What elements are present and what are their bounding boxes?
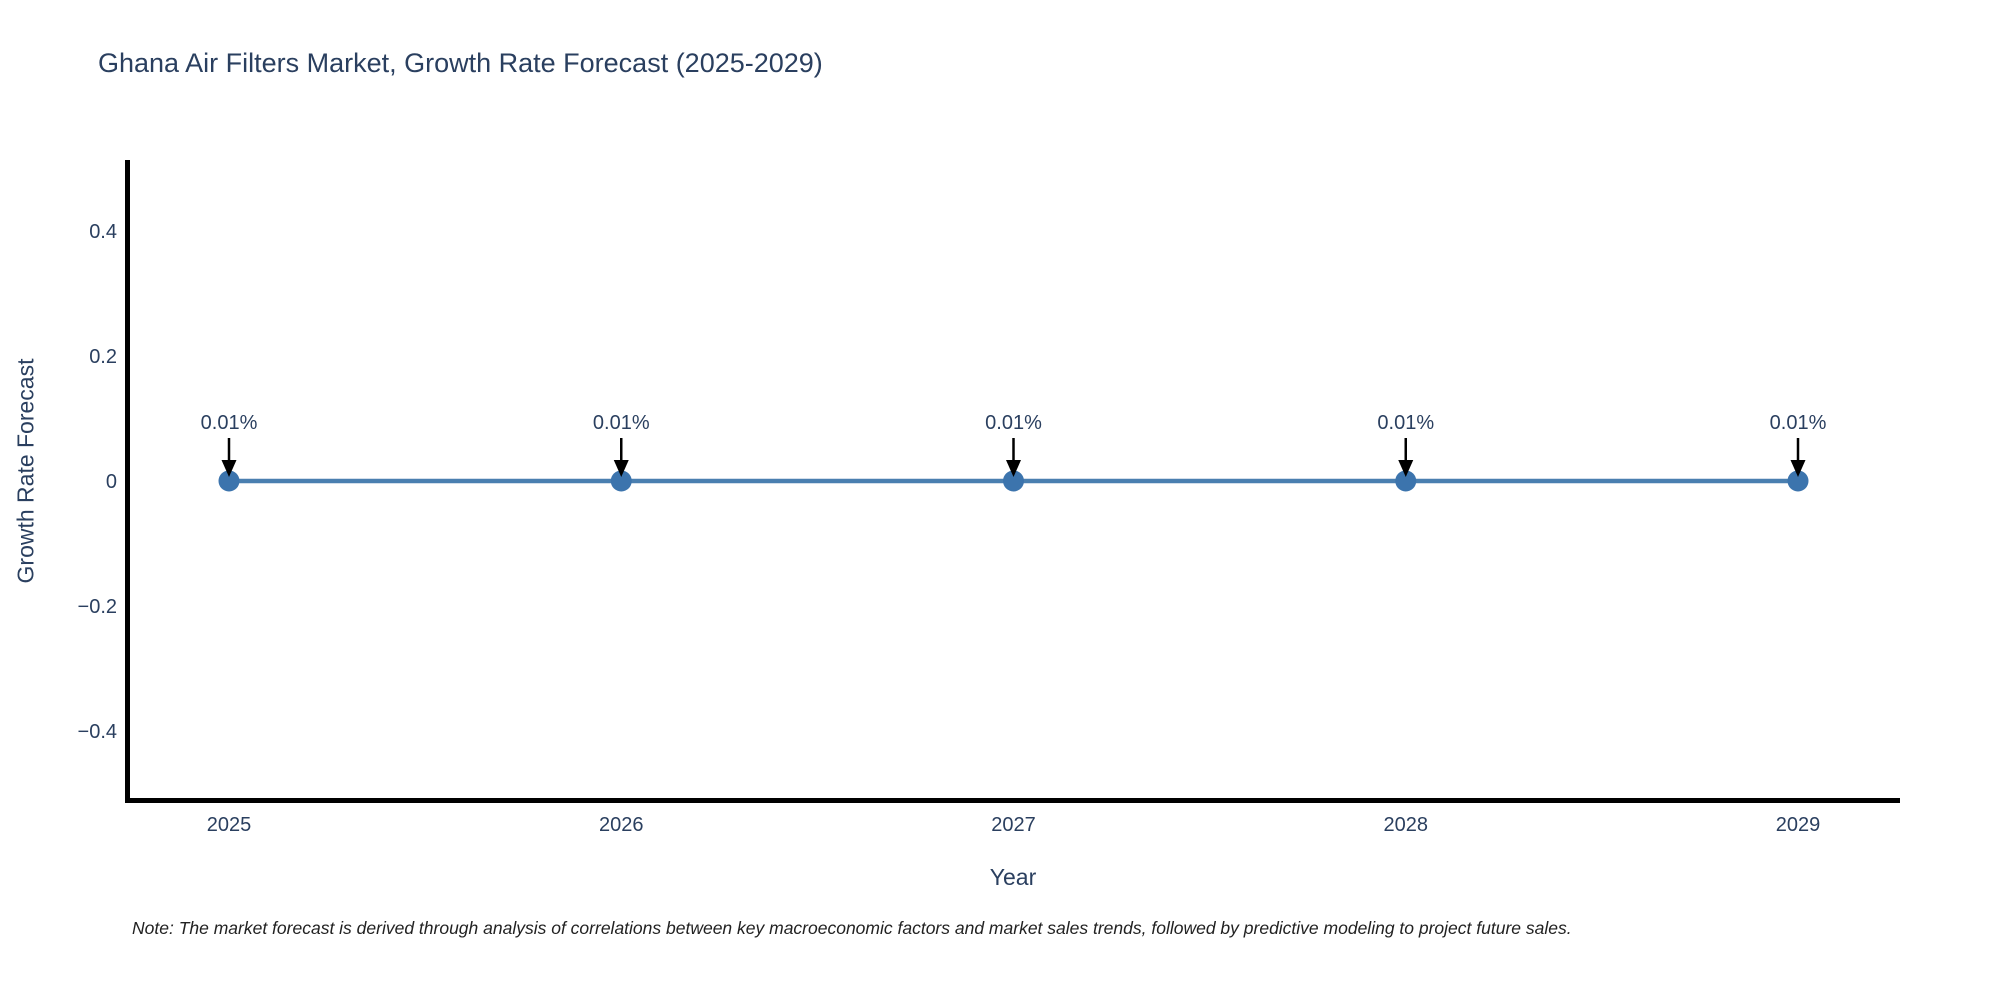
data-point-marker — [1787, 470, 1809, 492]
y-tick-label: 0 — [106, 471, 117, 493]
y-tick-label: −0.4 — [78, 721, 117, 743]
annotation-arrowhead-icon — [1790, 460, 1806, 477]
point-value-label: 0.01% — [201, 412, 258, 434]
annotation-arrowhead-icon — [1398, 460, 1414, 477]
data-point-marker — [1003, 470, 1024, 492]
data-point-marker — [218, 470, 240, 492]
annotation-arrowhead-icon — [221, 460, 237, 477]
annotation-arrowhead-icon — [613, 460, 629, 477]
x-tick-label: 2028 — [1384, 814, 1429, 836]
footnote: Note: The market forecast is derived thr… — [132, 918, 1572, 938]
point-value-label: 0.01% — [593, 412, 650, 434]
x-tick-label: 2026 — [599, 814, 644, 836]
annotation-arrowhead-icon — [1006, 460, 1021, 477]
point-value-label: 0.01% — [985, 412, 1042, 434]
y-axis-title: Growth Rate Forecast — [12, 358, 39, 584]
y-tick-label: 0.2 — [89, 346, 117, 368]
x-tick-label: 2027 — [991, 814, 1036, 836]
data-point-marker — [1395, 470, 1417, 492]
y-tick-label: 0.4 — [89, 221, 117, 243]
x-axis-title: Year — [989, 864, 1037, 890]
y-tick-label: −0.2 — [78, 596, 117, 618]
x-tick-label: 2029 — [1776, 814, 1821, 836]
chart-title: Ghana Air Filters Market, Growth Rate Fo… — [98, 48, 823, 78]
data-point-marker — [610, 470, 632, 492]
x-tick-label: 2025 — [207, 814, 252, 836]
point-value-label: 0.01% — [1377, 412, 1434, 434]
point-value-label: 0.01% — [1770, 412, 1827, 434]
